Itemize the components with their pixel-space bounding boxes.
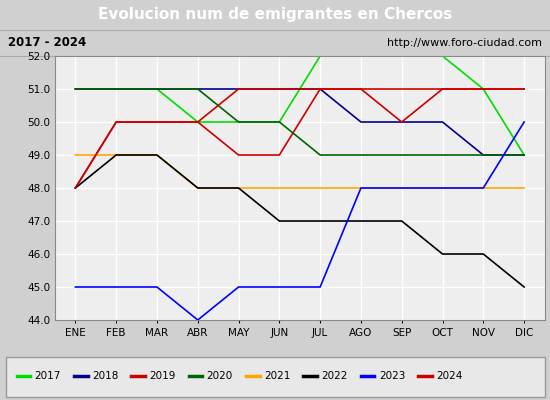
Text: 2022: 2022 [321, 371, 348, 381]
Text: 2020: 2020 [207, 371, 233, 381]
Text: 2021: 2021 [264, 371, 290, 381]
Text: 2019: 2019 [150, 371, 176, 381]
Text: 2017: 2017 [35, 371, 61, 381]
Text: http://www.foro-ciudad.com: http://www.foro-ciudad.com [387, 38, 542, 48]
Text: 2017 - 2024: 2017 - 2024 [8, 36, 86, 50]
Text: 2023: 2023 [379, 371, 405, 381]
Text: 2024: 2024 [436, 371, 463, 381]
Text: Evolucion num de emigrantes en Chercos: Evolucion num de emigrantes en Chercos [98, 8, 452, 22]
FancyBboxPatch shape [6, 357, 544, 397]
Text: 2018: 2018 [92, 371, 118, 381]
